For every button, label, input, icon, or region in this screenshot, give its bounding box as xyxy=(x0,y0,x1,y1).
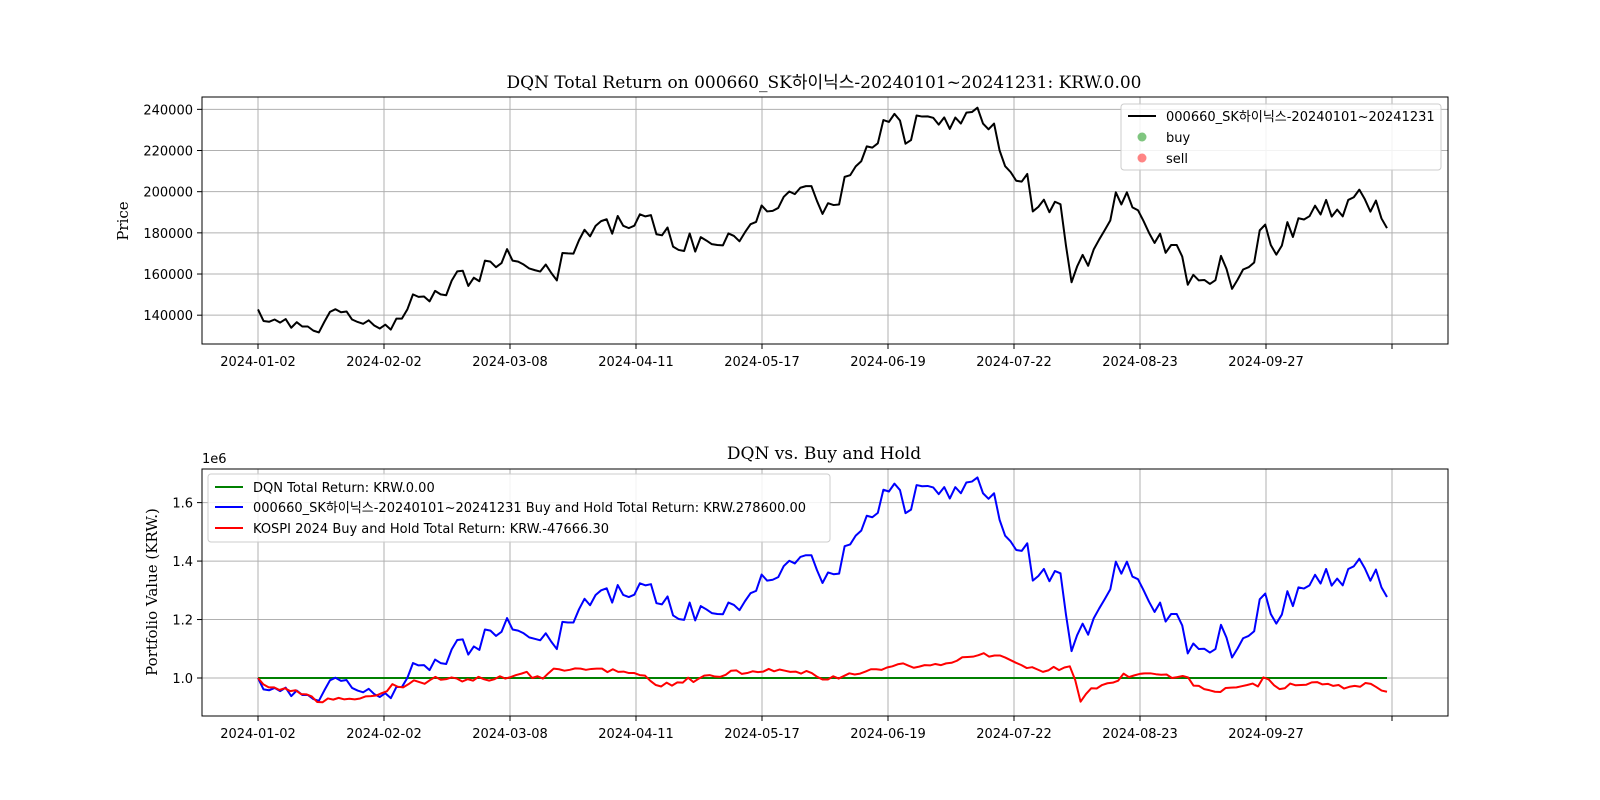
price-legend-box xyxy=(1120,103,1442,171)
x-tick-label: 2024-01-02 xyxy=(220,355,296,370)
y-tick-label: 1.6 xyxy=(172,497,193,512)
sell-marker-swatch xyxy=(1137,153,1147,163)
x-tick-label: 2024-02-02 xyxy=(346,727,422,742)
x-tick-label: 2024-07-22 xyxy=(976,355,1052,370)
price-legend-buy-label: buy xyxy=(1166,131,1190,146)
portfolio-y-ticks: 1.0 1.2 1.4 1.6 xyxy=(172,497,202,687)
portfolio-chart-title: DQN vs. Buy and Hold xyxy=(727,444,921,464)
legend-buyhold-label: 000660_SK하이닉스-20240101~20241231 Buy and … xyxy=(253,501,806,516)
y-tick-label: 1.0 xyxy=(172,672,193,687)
x-tick-label: 2024-05-17 xyxy=(724,355,800,370)
x-tick-label: 2024-02-02 xyxy=(346,355,422,370)
y-tick-label: 140000 xyxy=(143,309,193,324)
x-tick-label: 2024-07-22 xyxy=(976,727,1052,742)
price-chart-title: DQN Total Return on 000660_SK하이닉스-202401… xyxy=(507,73,1142,93)
price-legend-sell-label: sell xyxy=(1166,152,1188,167)
price-legend-series-label: 000660_SK하이닉스-20240101~20241231 xyxy=(1166,110,1435,125)
x-tick-label: 2024-09-27 xyxy=(1228,355,1304,370)
series-line-2 xyxy=(257,652,1388,704)
portfolio-legend-box xyxy=(207,473,831,543)
x-tick-label: 2024-04-11 xyxy=(598,727,674,742)
x-tick-label: 2024-03-08 xyxy=(472,727,548,742)
x-tick-label: 2024-01-02 xyxy=(220,727,296,742)
portfolio-plot-frame xyxy=(201,468,1449,717)
price-series xyxy=(257,106,1388,334)
y-tick-label: 240000 xyxy=(143,103,193,118)
price-chart: DQN Total Return on 000660_SK하이닉스-202401… xyxy=(114,73,1449,370)
x-tick-label: 2024-08-23 xyxy=(1102,727,1178,742)
y-tick-label: 220000 xyxy=(143,145,193,160)
x-tick-label: 2024-04-11 xyxy=(598,355,674,370)
portfolio-y-axis-label: Portfolio Value (KRW.) xyxy=(143,508,161,676)
y-tick-label: 1.4 xyxy=(172,555,193,570)
portfolio-legend: DQN Total Return: KRW.0.00 000660_SK하이닉스… xyxy=(207,473,831,543)
y-tick-label: 1.2 xyxy=(172,614,193,629)
buy-marker-swatch xyxy=(1137,132,1147,142)
price-x-ticks: 2024-01-02 2024-02-02 2024-03-08 2024-04-11… xyxy=(220,344,1393,370)
price-legend: 000660_SK하이닉스-20240101~20241231 buy sell xyxy=(1120,103,1442,171)
portfolio-y-offset-label: 1e6 xyxy=(202,452,227,467)
series-line-0 xyxy=(257,106,1388,334)
series-line-1 xyxy=(257,476,1388,702)
price-y-axis-label: Price xyxy=(114,201,132,240)
legend-dqn-label: DQN Total Return: KRW.0.00 xyxy=(253,481,435,496)
x-tick-label: 2024-09-27 xyxy=(1228,727,1304,742)
x-tick-label: 2024-03-08 xyxy=(472,355,548,370)
x-tick-label: 2024-05-17 xyxy=(724,727,800,742)
x-tick-label: 2024-08-23 xyxy=(1102,355,1178,370)
y-tick-label: 160000 xyxy=(143,268,193,283)
price-y-ticks: 140000 160000 180000 200000 220000 240000 xyxy=(143,103,202,324)
x-tick-label: 2024-06-19 xyxy=(850,355,926,370)
portfolio-series xyxy=(257,476,1388,704)
y-tick-label: 180000 xyxy=(143,227,193,242)
x-tick-label: 2024-06-19 xyxy=(850,727,926,742)
y-tick-label: 200000 xyxy=(143,186,193,201)
portfolio-chart: DQN vs. Buy and Hold 2024-01-02 2024-02-0… xyxy=(143,444,1449,742)
legend-kospi-label: KOSPI 2024 Buy and Hold Total Return: KR… xyxy=(253,522,609,537)
portfolio-x-ticks: 2024-01-02 2024-02-02 2024-03-08 2024-04-11… xyxy=(220,716,1393,742)
price-plot-frame xyxy=(201,96,1449,345)
